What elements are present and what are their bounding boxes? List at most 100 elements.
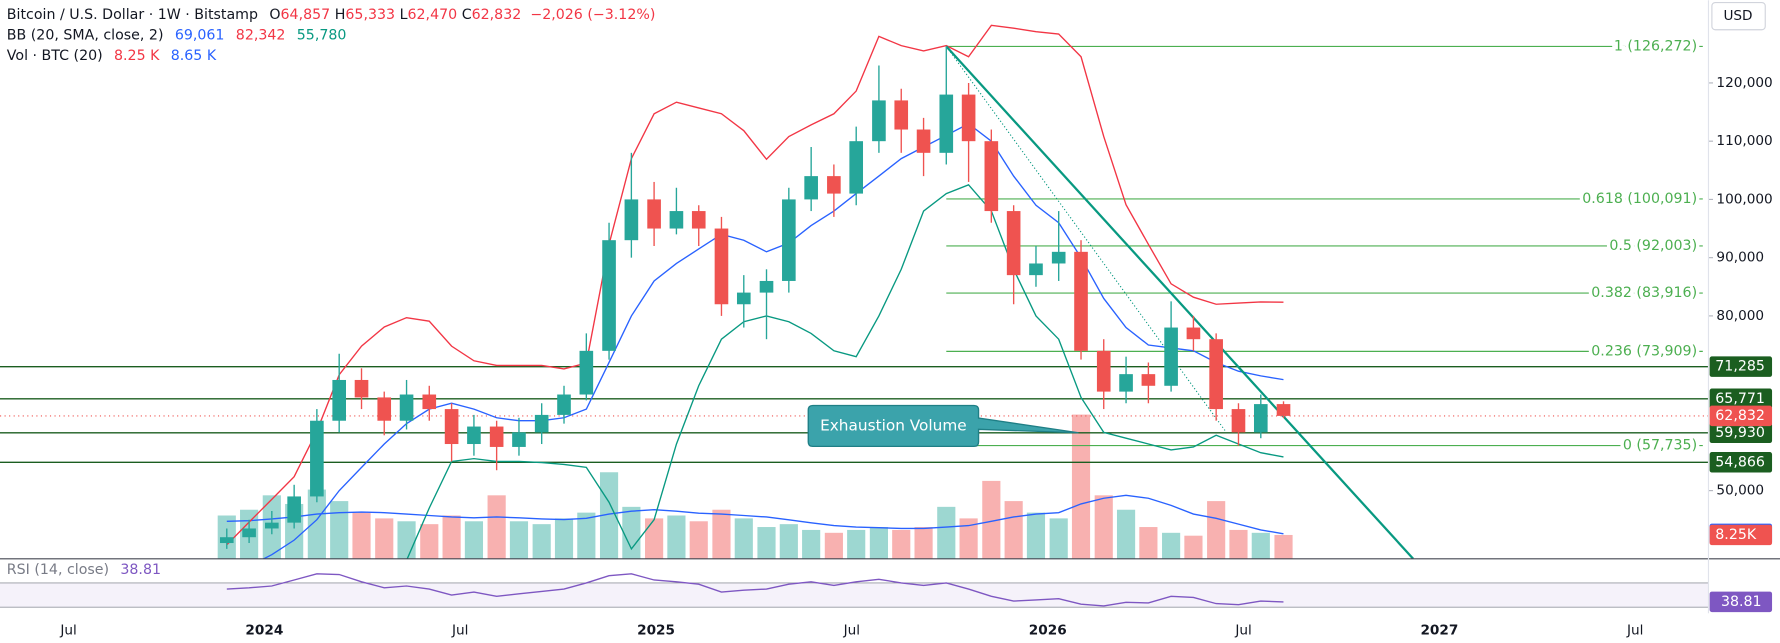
annotation: Exhaustion Volume	[820, 416, 967, 434]
fib-label: 1 (126,272)	[1614, 38, 1697, 54]
fib-label: 0.236 (73,909)	[1591, 343, 1697, 359]
volume-bar	[1251, 532, 1270, 559]
ohlc-key: O	[269, 7, 280, 23]
volume-bar	[1184, 535, 1203, 559]
trendline-dotted	[945, 46, 1227, 433]
candle-body	[669, 211, 684, 229]
candle-body	[310, 420, 324, 497]
candle-body	[736, 292, 751, 305]
volume-bar	[307, 489, 326, 559]
rsi-label-box	[1709, 591, 1773, 613]
rsi-title: RSI (14, close)	[7, 562, 109, 578]
bb-title: BB (20, SMA, close, 2)	[7, 27, 164, 43]
volume-bar	[959, 518, 978, 559]
y-tick-label: 80,000	[1716, 308, 1764, 324]
y-tick-label: 50,000	[1716, 483, 1764, 499]
ohlc: O64,857 H65,333 L62,470 C62,832	[269, 7, 521, 23]
volume-bar	[1049, 518, 1068, 559]
ohlc-value: 62,832	[472, 7, 522, 23]
bb-value: 55,780	[297, 27, 347, 43]
fib-label: 0 (57,735)	[1623, 438, 1697, 454]
ohlc-key: H	[335, 7, 346, 23]
candle-body	[219, 537, 234, 544]
fib-label: 0.5 (92,003)	[1609, 238, 1697, 254]
volume-bar	[645, 518, 664, 559]
candle-body	[265, 522, 279, 529]
candle-body	[512, 432, 526, 447]
candle-body	[714, 228, 729, 305]
legend-line: RSI (14, close) 38.81	[7, 562, 161, 578]
volume-bar	[622, 506, 641, 559]
candle-body	[399, 394, 414, 421]
ohlc-value: 64,857	[281, 7, 331, 23]
volume-bar	[397, 521, 416, 559]
symbol-title: Bitcoin / U.S. Dollar · 1W · Bitstamp	[7, 7, 258, 23]
volume-bar	[1207, 501, 1226, 559]
candle-body	[872, 100, 886, 142]
volume-bar	[689, 521, 708, 559]
candle-body	[377, 397, 392, 421]
level-label-box	[1709, 422, 1773, 444]
volume-bar	[757, 527, 776, 559]
volume-bar	[869, 527, 888, 559]
candle-body	[467, 426, 481, 445]
y-tick-label: 120,000	[1716, 75, 1772, 91]
change: −2,026 (−3.12%)	[530, 7, 655, 23]
rsi-band	[0, 582, 1709, 608]
currency-box[interactable]	[1711, 1, 1766, 31]
last-price-label: 62,832	[1715, 408, 1765, 424]
candle-body	[579, 350, 594, 395]
fib-label: 0.382 (83,916)	[1591, 285, 1697, 301]
candle-body	[354, 379, 369, 398]
ohlc-value: 62,470	[408, 7, 458, 23]
fib-label: 0.618 (100,091)	[1582, 191, 1697, 207]
candle-body	[894, 100, 909, 130]
x-tick-label: 2025	[637, 622, 675, 638]
candle-body	[984, 141, 999, 212]
volume-bar	[892, 529, 911, 559]
volume-bar	[509, 521, 529, 559]
ohlc-key: C	[462, 7, 472, 23]
bb-lower	[406, 184, 1284, 559]
volume-bar	[1004, 501, 1023, 559]
trendline	[945, 45, 1414, 559]
candle-body	[242, 528, 256, 538]
rsi-label: 38.81	[1721, 594, 1762, 610]
volume-bar	[554, 518, 574, 559]
level-label-box	[1709, 388, 1773, 409]
volume-label-box	[1709, 524, 1773, 546]
volume-bar	[1162, 532, 1181, 559]
candle-body	[1141, 374, 1156, 386]
volume-bar	[734, 518, 753, 559]
volume-bar	[779, 524, 798, 559]
y-tick-label: 100,000	[1716, 191, 1772, 207]
bb-value: 82,342	[236, 27, 286, 43]
x-tick-label: Jul	[1234, 622, 1251, 638]
vol-title: Vol · BTC (20)	[7, 48, 103, 64]
y-tick-label: 90,000	[1716, 250, 1764, 266]
volume-bar	[824, 532, 843, 559]
volume-bar	[420, 524, 439, 559]
bb-middle	[262, 122, 1284, 559]
volume-bar	[1139, 527, 1158, 559]
vol-value: 8.65 K	[171, 48, 217, 64]
volume-bar	[847, 529, 866, 559]
x-tick-label: Jul	[1626, 622, 1643, 638]
volume-bar	[1116, 509, 1136, 559]
x-tick-label: 2027	[1420, 622, 1458, 638]
volume-bar	[599, 472, 619, 559]
rsi-value: 38.81	[120, 562, 161, 578]
candle-body	[961, 94, 976, 142]
candle-body	[1253, 404, 1268, 433]
volume-bar	[1229, 529, 1248, 559]
ohlc-key: L	[400, 7, 408, 23]
candle-body	[332, 379, 347, 421]
x-tick-label: Jul	[59, 622, 76, 638]
volume-ma	[226, 494, 1284, 535]
candle-body	[691, 211, 706, 229]
candle-body	[624, 199, 639, 241]
callout-shape	[807, 404, 1079, 448]
level-label-box	[1709, 356, 1773, 377]
x-tick-label: Jul	[843, 622, 860, 638]
